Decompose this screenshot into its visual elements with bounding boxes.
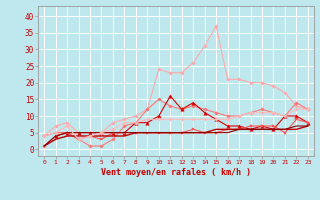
X-axis label: Vent moyen/en rafales ( km/h ): Vent moyen/en rafales ( km/h ) [101,168,251,177]
